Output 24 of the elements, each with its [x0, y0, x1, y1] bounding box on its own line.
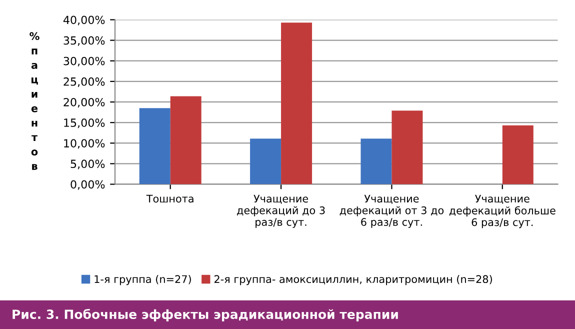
bar	[392, 110, 423, 184]
y-tick-label: 5,00%	[70, 160, 105, 170]
x-tick-label: Учащение дефекаций больше 6 раз/в сут.	[449, 194, 556, 228]
bar	[250, 138, 282, 184]
bar	[139, 108, 170, 184]
y-tick-label: 40,00%	[63, 16, 105, 26]
y-tick-label: 15,00%	[64, 118, 105, 128]
x-tick-label: Тошнота	[146, 194, 194, 203]
y-tick-label: 35,00%	[64, 36, 105, 46]
text: % пациентов	[30, 32, 40, 170]
bar	[502, 125, 534, 184]
text: Рис. 3. Побочные эффекты эрадикационной терапии	[12, 308, 398, 322]
y-tick-label: 20,00%	[64, 98, 105, 108]
legend-label: 1-я группа (n=27)	[94, 275, 191, 286]
bar	[360, 138, 392, 184]
y-tick-label: 30,00%	[64, 56, 105, 66]
y-tick-label: 25,00%	[64, 77, 105, 87]
y-tick-label: 10,00%	[64, 139, 105, 149]
y-tick-label: 0,00%	[70, 180, 105, 190]
bar	[170, 96, 202, 184]
x-tick-label: Учащение дефекаций от 3 до 6 раз/в сут.	[340, 194, 444, 228]
bar	[281, 22, 312, 184]
legend-label: 2-я группа- амоксициллин, кларитромицин (n=28)	[214, 275, 492, 286]
x-tick-label: Учащение дефекаций до 3 раз/в сут.	[237, 194, 325, 228]
